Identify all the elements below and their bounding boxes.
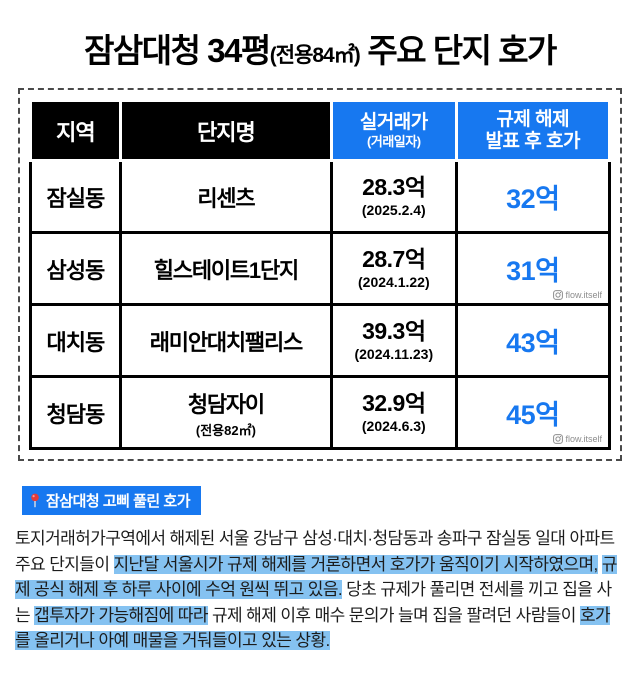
camera-icon [553, 434, 564, 444]
asking-cell: 32억 [454, 159, 612, 234]
watermark: flow.itself [553, 434, 602, 444]
table-row: 잠실동 리센츠 28.3억 (2025.2.4) 32억 [29, 159, 612, 234]
header-row: 지역 단지명 실거래가 (거래일자) 규제 해제 발표 후 호가 [29, 99, 612, 162]
body-text-segment-highlighted: 갭투자가 가능해짐에 따라 [34, 605, 208, 625]
col-header-asking: 규제 해제 발표 후 호가 [454, 99, 612, 162]
asking-cell: 45억 flow.itself [454, 375, 612, 450]
price-cell: 32.9억 (2024.6.3) [330, 375, 458, 450]
complex-cell: 청담자이 (전용82㎡) [118, 375, 334, 450]
region-cell: 삼성동 [29, 231, 122, 306]
complex-cell: 리센츠 [118, 159, 334, 234]
col-header-region: 지역 [29, 99, 122, 162]
price-cell: 39.3억 (2024.11.23) [330, 303, 458, 378]
pushpin-icon [31, 493, 39, 508]
table-panel: 지역 단지명 실거래가 (거래일자) 규제 해제 발표 후 호가 잠실동 리센츠 [18, 88, 622, 461]
price-cell: 28.3억 (2025.2.4) [330, 159, 458, 234]
asking-value: 43억 [506, 328, 560, 358]
complex-cell: 힐스테이트1단지 [118, 231, 334, 306]
price-value: 28.7억 [362, 246, 426, 272]
price-date: (2025.2.4) [361, 202, 426, 218]
body-text-segment: 당초 규제가 풀리면 전세를 끼고 집을 사는 [15, 580, 612, 625]
asking-value: 45억 [506, 400, 560, 430]
price-value: 28.3억 [362, 174, 426, 200]
region-cell: 잠실동 [29, 159, 122, 234]
complex-area-note: (전용82㎡) [195, 422, 256, 438]
col-header-asking-line2: 발표 후 호가 [485, 130, 581, 152]
price-cell: 28.7억 (2024.1.22) [330, 231, 458, 306]
section-badge-label: 잠삼대청 고삐 풀린 호가 [46, 493, 191, 510]
asking-value: 31억 [506, 256, 560, 286]
asking-cell: 31억 flow.itself [454, 231, 612, 306]
price-date: (2024.6.3) [361, 418, 426, 434]
region-cell: 청담동 [29, 375, 122, 450]
price-value: 32.9억 [362, 390, 426, 416]
title-prefix: 잠삼대청 34평 [84, 32, 271, 69]
camera-icon [553, 290, 564, 300]
table-row: 삼성동 힐스테이트1단지 28.7억 (2024.1.22) 31억 flow.… [29, 231, 612, 306]
section-badge: 잠삼대청 고삐 풀린 호가 [22, 486, 202, 515]
price-table: 지역 단지명 실거래가 (거래일자) 규제 해제 발표 후 호가 잠실동 리센츠 [29, 99, 612, 450]
col-header-price: 실거래가 (거래일자) [330, 99, 458, 162]
col-header-complex: 단지명 [118, 99, 334, 162]
col-header-price-main: 실거래가 [359, 112, 428, 133]
col-header-asking-line1: 규제 해제 [496, 108, 570, 130]
body-text-segment-highlighted: 지난달 서울시가 규제 해제를 거론하면서 호가가 움직이기 시작하였으며, [113, 554, 598, 574]
complex-cell: 래미안대치팰리스 [118, 303, 334, 378]
body-paragraph: 토지거래허가구역에서 해제된 서울 강남구 삼성·대치·청담동과 송파구 잠실동… [15, 526, 625, 654]
body-text-segment: 토지거래허가구역에서 해제된 서울 강남구 삼성·대치·청담동과 송파구 잠실동… [15, 529, 615, 574]
page-title: 잠삼대청 34평(전용84㎡) 주요 단지 호가 [0, 0, 640, 72]
region-cell: 대치동 [29, 303, 122, 378]
complex-name: 청담자이 [187, 391, 265, 417]
section-label-row: 잠삼대청 고삐 풀린 호가 [22, 486, 640, 515]
asking-value: 32억 [506, 184, 560, 214]
watermark-text: flow.itself [565, 290, 602, 300]
table-row: 대치동 래미안대치팰리스 39.3억 (2024.11.23) 43억 [29, 303, 612, 378]
watermark: flow.itself [553, 290, 602, 300]
title-area-note: (전용84㎡) [269, 44, 361, 67]
price-date: (2024.1.22) [358, 274, 430, 290]
asking-cell: 43억 [454, 303, 612, 378]
price-value: 39.3억 [362, 318, 426, 344]
price-date: (2024.11.23) [354, 346, 434, 362]
watermark-text: flow.itself [565, 434, 602, 444]
body-text-segment: 규제 해제 이후 매수 문의가 늘며 집을 팔려던 사람들이 [207, 605, 580, 625]
col-header-price-sub: (거래일자) [367, 134, 421, 149]
title-suffix: 주요 단지 호가 [359, 32, 557, 69]
table-row: 청담동 청담자이 (전용82㎡) 32.9억 (2024.6.3) 45억 fl… [29, 375, 612, 450]
